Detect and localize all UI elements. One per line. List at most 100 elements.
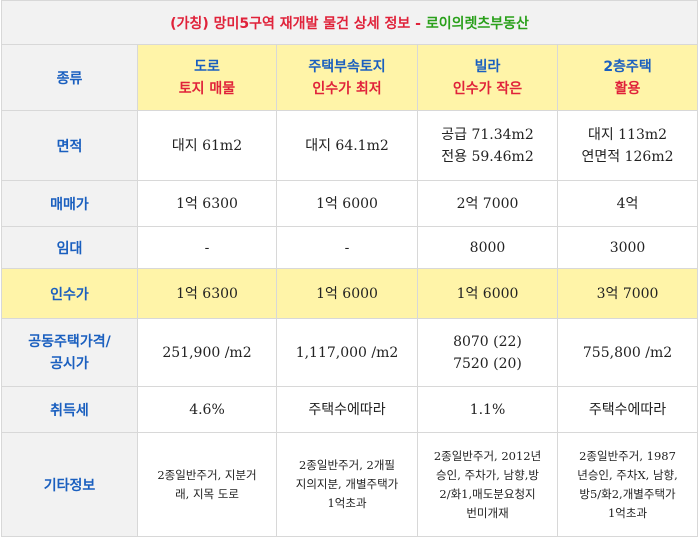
cell-value: 연면적 126m2 [581,148,674,165]
cell-value: - [204,239,210,256]
row-label-lease: 임대 [1,226,138,269]
column-header-villa: 빌라 인수가 작은 [417,44,558,111]
table-cell: 3억 7000 [556,268,698,319]
table-cell: 1억 6300 [137,268,277,319]
cell-value: 방5/화2,개별주택가 [579,486,676,501]
table-cell: 1억 6000 [417,268,558,319]
title-agency: 로이의렛츠부동산 [425,15,529,32]
cell-value: 1억 6000 [456,285,519,302]
row-label-line: 공동주택가격/ [28,333,111,350]
cell-value: 승인, 주차가, 남향,방 [436,467,539,482]
row-label-type: 종류 [1,44,138,111]
column-header-two-story-house: 2층주택 활용 [556,44,698,111]
cell-value: 대지 61m2 [171,137,243,154]
cell-value: 1억 6300 [176,195,238,212]
table-row-area: 면적 대지 61m2 대지 64.1m2 공급 71.34m2 전용 59.46… [1,110,698,181]
cell-value: 1.1% [469,401,506,418]
table-cell: 2억 7000 [417,180,558,227]
table-row-lease: 임대 - - 8000 3000 [1,226,698,269]
cell-value: 전용 59.46m2 [441,148,534,165]
cell-value: 주택수에따라 [308,401,386,418]
row-label-area: 면적 [1,110,138,181]
table-cell: 8070 (22) 7520 (20) [417,318,558,387]
cell-value: 대지 64.1m2 [305,137,389,154]
title-separator: - [410,15,426,32]
column-header-line2: 토지 매물 [178,80,236,97]
title-main: (가칭) 망미5구역 재개발 물건 상세 정보 [170,15,411,32]
table-cell: 대지 113m2 연면적 126m2 [556,110,698,181]
table-cell: 1,117,000 /m2 [276,318,418,387]
cell-value: 1억초과 [607,505,648,520]
cell-value: 4억 [616,195,639,212]
cell-value: 래, 지목 도로 [175,486,239,501]
table-cell: 2종일반주거, 1987 년승인, 주차X, 남향, 방5/화2,개별주택가 1… [556,432,698,537]
cell-value: 주택수에따라 [588,401,667,418]
table-cell: 3000 [556,226,698,269]
title-row: (가칭) 망미5구역 재개발 물건 상세 정보 - 로이의렛츠부동산 [0,0,698,45]
cell-value: 2/화1,매도분요청지 [439,486,536,501]
cell-value: 1억 6300 [176,285,238,302]
column-header-line1: 빌라 [474,58,501,75]
cell-value: 지의지분, 개별주택가 [295,477,399,491]
cell-value: 1억 6000 [316,285,378,302]
row-label-other-info: 기타정보 [1,432,138,537]
table-cell: 1억 6300 [137,180,277,227]
cell-value: 4.6% [189,401,225,418]
row-label-sale-price: 매매가 [1,180,138,227]
table-cell: 주택수에따라 [556,386,698,433]
column-header-house-land: 주택부속토지 인수가 최저 [276,44,418,111]
cell-value: 번미개재 [466,505,509,520]
cell-value: - [344,239,350,256]
cell-value: 1억 6000 [316,195,378,212]
column-header-line1: 도로 [194,58,220,75]
table-cell: 1억 6000 [276,268,418,319]
cell-value: 7520 (20) [453,355,522,372]
cell-value: 2종일반주거, 지분거 [157,467,257,482]
column-header-line2: 활용 [614,80,641,97]
cell-value: 1,117,000 /m2 [295,344,399,361]
table-cell: 1억 6000 [276,180,418,227]
table-row-other-info: 기타정보 2종일반주거, 지분거 래, 지목 도로 2종일반주거, 2개필 지의… [1,432,698,537]
cell-value: 2종일반주거, 2개필 [298,458,395,472]
table-cell: 2종일반주거, 지분거 래, 지목 도로 [137,432,277,537]
cell-value: 1억초과 [327,496,367,510]
table-row-sale-price: 매매가 1억 6300 1억 6000 2억 7000 4억 [1,180,698,227]
column-header-line1: 주택부속토지 [308,58,386,75]
cell-value: 755,800 /m2 [582,344,673,361]
cell-value: 년승인, 주차X, 남향, [577,467,678,482]
row-label-official-price: 공동주택가격/ 공시가 [1,318,138,387]
table-row-official-price: 공동주택가격/ 공시가 251,900 /m2 1,117,000 /m2 80… [1,318,698,387]
column-header-line2: 인수가 작은 [452,80,523,97]
table-cell: - [276,226,418,269]
cell-value: 8070 (22) [453,333,522,350]
type-row: 종류 도로 토지 매물 주택부속토지 인수가 최저 빌라 인수가 작은 2층주택… [1,44,698,111]
cell-value: 공급 71.34m2 [441,126,534,143]
cell-value: 2종일반주거, 2012년 [433,448,542,463]
cell-value: 251,900 /m2 [162,344,252,361]
column-header-line1: 2층주택 [603,58,652,75]
row-label-acquisition-tax: 취득세 [1,386,138,433]
table-cell: 2종일반주거, 2012년 승인, 주차가, 남향,방 2/화1,매도분요청지 … [417,432,558,537]
table-cell: 251,900 /m2 [137,318,277,387]
table-row-acquisition-price: 인수가 1억 6300 1억 6000 1억 6000 3억 7000 [1,268,698,319]
cell-value: 2종일반주거, 1987 [579,448,676,463]
column-header-line2: 인수가 최저 [312,80,382,97]
row-label-line: 공시가 [50,355,89,372]
row-label-acquisition-price: 인수가 [1,268,138,319]
cell-value: 3000 [609,239,646,256]
table-cell: - [137,226,277,269]
cell-value: 3억 7000 [596,285,659,302]
table-cell: 4억 [556,180,698,227]
table-cell: 8000 [417,226,558,269]
table-cell: 주택수에따라 [276,386,418,433]
table-cell: 4.6% [137,386,277,433]
column-header-road: 도로 토지 매물 [137,44,277,111]
table-cell: 대지 64.1m2 [276,110,418,181]
table-row-acquisition-tax: 취득세 4.6% 주택수에따라 1.1% 주택수에따라 [1,386,698,433]
cell-value: 2억 7000 [456,195,519,212]
cell-value: 8000 [469,239,506,256]
cell-value: 대지 113m2 [587,126,668,143]
table-title: (가칭) 망미5구역 재개발 물건 상세 정보 - 로이의렛츠부동산 [0,0,698,45]
